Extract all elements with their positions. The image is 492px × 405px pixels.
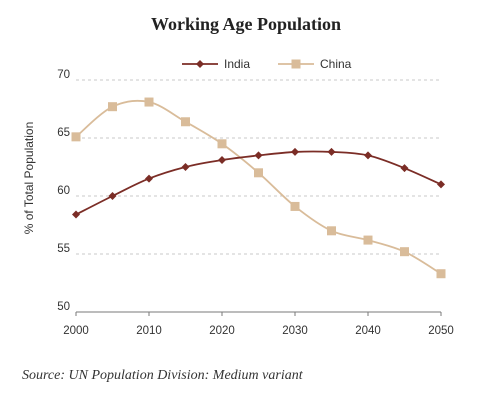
india-point (254, 151, 263, 160)
china-point (290, 201, 300, 211)
india-point (291, 147, 299, 156)
y-tick-label: 60 (57, 185, 70, 197)
china-point (363, 235, 373, 245)
legend-india-point (196, 60, 204, 68)
china-point (254, 168, 263, 178)
india-point (400, 164, 409, 173)
y-axis-label: % of Total Population (22, 122, 36, 235)
india-point (145, 174, 153, 183)
x-tick-label: 2010 (136, 325, 162, 337)
india-line (75, 150, 442, 216)
y-tick-label: 70 (57, 69, 70, 81)
india-point (72, 210, 80, 219)
india-point (108, 192, 117, 200)
china-point (71, 132, 81, 142)
china-point (327, 226, 336, 236)
china-point (144, 97, 154, 107)
x-tick-label: 2000 (63, 325, 89, 337)
china-point (217, 139, 227, 149)
india-point (437, 180, 445, 189)
legend-label-india: India (224, 57, 250, 71)
y-tick-label: 50 (57, 301, 70, 313)
source-note: Source: UN Population Division: Medium v… (22, 368, 303, 383)
x-tick-label: 2050 (428, 325, 454, 337)
x-tick-label: 2020 (209, 325, 235, 337)
china-point (181, 117, 190, 127)
chart-title: Working Age Population (150, 14, 342, 34)
x-tick-label: 2030 (282, 325, 308, 337)
china-point (436, 269, 446, 279)
x-tick-label: 2040 (355, 325, 381, 337)
china-point (108, 102, 117, 112)
india-point (364, 151, 372, 160)
china-point (400, 247, 409, 257)
y-tick-label: 55 (57, 243, 70, 255)
y-tick-label: 65 (57, 127, 70, 139)
india-point (218, 156, 226, 165)
india-point (181, 163, 190, 171)
legend-china-point (291, 59, 301, 69)
india-point (327, 147, 336, 156)
legend-label-china: China (320, 57, 352, 71)
